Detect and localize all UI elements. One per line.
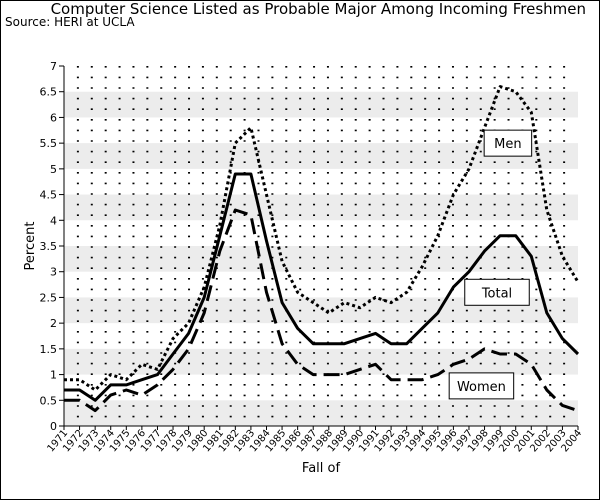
y-tick-label: 2	[50, 317, 57, 330]
label-box	[464, 278, 530, 306]
y-tick-label: 1.5	[40, 343, 58, 356]
x-tick-labels: 1971197219731974197519761977197819791980…	[46, 428, 585, 455]
chart-title: Computer Science Listed as Probable Majo…	[50, 0, 586, 18]
series-label-women: Women	[448, 372, 515, 400]
y-tick-label: 5.5	[40, 137, 58, 150]
series-line-total	[64, 172, 580, 402]
series-labels: Men Total Women	[448, 129, 533, 400]
series-label-total: Total	[464, 278, 530, 306]
series-line-women	[64, 208, 579, 413]
axes	[59, 65, 579, 430]
label-text: Men	[494, 137, 521, 152]
grid-band	[64, 91, 578, 118]
y-tick-label: 3	[50, 266, 57, 279]
y-tick-label: 4.5	[40, 189, 58, 202]
y-tick-label: 7	[50, 60, 57, 73]
y-tick-label: 6	[50, 111, 57, 124]
background-bands	[64, 91, 578, 426]
y-tick-label: 4	[50, 214, 57, 227]
grid-band	[64, 348, 578, 375]
grid-band	[64, 246, 578, 272]
grid-band	[64, 400, 578, 426]
y-tick-label: 0.5	[40, 394, 58, 407]
series-lines	[64, 85, 580, 413]
y-tick-label: 3.5	[40, 240, 58, 253]
label-box	[483, 129, 533, 157]
label-box	[448, 372, 515, 400]
chart-subtitle: Source: HERI at UCLA	[5, 15, 135, 29]
series-label-men: Men	[483, 129, 533, 157]
y-tick-label: 5	[50, 163, 57, 176]
x-axis-label: Fall of	[302, 461, 341, 476]
grid-band	[64, 194, 578, 221]
series-line-men	[64, 85, 580, 392]
y-axis-label: Percent	[23, 222, 38, 271]
label-text: Women	[457, 380, 506, 395]
y-tick-label: 1	[50, 369, 57, 382]
y-tick-label: 0	[50, 420, 57, 433]
y-tick-labels: 0 0.5 1 1.5 2 2.5 3 3.5 4 4.5 5 5.5 6 6.5 7	[40, 60, 58, 433]
y-tick-label: 2.5	[40, 291, 58, 304]
label-text: Total	[481, 286, 512, 301]
y-tick-label: 6.5	[40, 86, 58, 99]
